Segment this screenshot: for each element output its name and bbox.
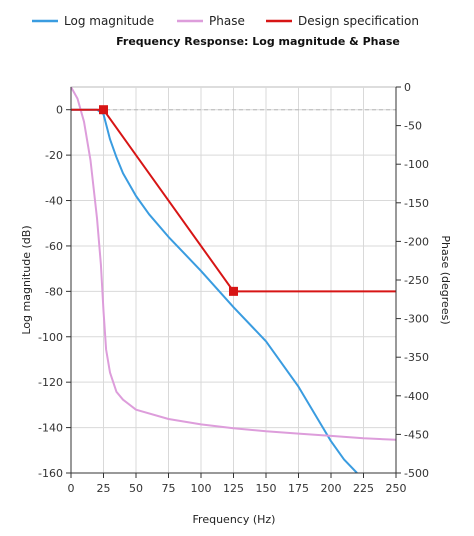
chart-title: Frequency Response: Log magnitude & Phas…	[116, 35, 400, 48]
grid	[70, 86, 397, 474]
legend-label: Log magnitude	[64, 14, 154, 28]
y2-tick-label: -100	[404, 158, 429, 171]
y-tick-label: -80	[45, 285, 63, 298]
y-tick-label: -40	[45, 195, 63, 208]
x-tick-label: 0	[68, 482, 75, 495]
y-tick-label: -60	[45, 240, 63, 253]
y-tick-label: -140	[38, 422, 63, 435]
y-axis-label: Log magnitude (dB)	[20, 225, 33, 334]
series-line-design-specification	[71, 108, 396, 293]
x-tick-label: 25	[97, 482, 111, 495]
y2-axis-label: Phase (degrees)	[439, 235, 452, 324]
y2-tick-label: -350	[404, 351, 429, 364]
y2-tick-label: -150	[404, 197, 429, 210]
spec-point-marker	[99, 105, 108, 115]
legend-item[interactable]: Design specification	[266, 14, 419, 28]
legend: Log magnitude Phase Design specification	[32, 14, 419, 28]
x-tick-label: 75	[162, 482, 176, 495]
y2-tick-label: -450	[404, 428, 429, 441]
x-tick-label: 50	[129, 482, 143, 495]
x-tick-label: 200	[321, 482, 342, 495]
y-tick-label: -160	[38, 467, 63, 480]
y2-tick-label: -300	[404, 313, 429, 326]
y2-tick-label: -50	[404, 120, 422, 133]
y2-tick-label: -500	[404, 467, 429, 480]
spec-point-marker	[229, 286, 238, 296]
y2-tick-label: -200	[404, 235, 429, 248]
legend-item[interactable]: Phase	[177, 14, 245, 28]
y-tick-label: 0	[56, 104, 63, 117]
legend-item[interactable]: Log magnitude	[32, 14, 154, 28]
series-layer	[71, 87, 396, 473]
x-tick-label: 250	[386, 482, 407, 495]
axes: 0 25 50 75 100 125 150 175 200 225 250 0 -20 -40 -60 -8…	[38, 81, 429, 495]
legend-label: Phase	[209, 14, 245, 28]
y-tick-label: -100	[38, 331, 63, 344]
y2-tick-label: -400	[404, 390, 429, 403]
y-tick-label: -20	[45, 149, 63, 162]
x-axis-label: Frequency (Hz)	[193, 513, 276, 526]
legend-label: Design specification	[298, 14, 419, 28]
series-line-phase	[71, 87, 396, 441]
y-tick-label: -120	[38, 376, 63, 389]
series-line-log-magnitude	[71, 108, 358, 473]
x-tick-label: 100	[191, 482, 212, 495]
y2-tick-label: -250	[404, 274, 429, 287]
x-tick-label: 125	[223, 482, 244, 495]
x-tick-label: 150	[256, 482, 277, 495]
x-tick-label: 175	[288, 482, 309, 495]
x-tick-label: 225	[353, 482, 374, 495]
y2-tick-label: 0	[404, 81, 411, 94]
